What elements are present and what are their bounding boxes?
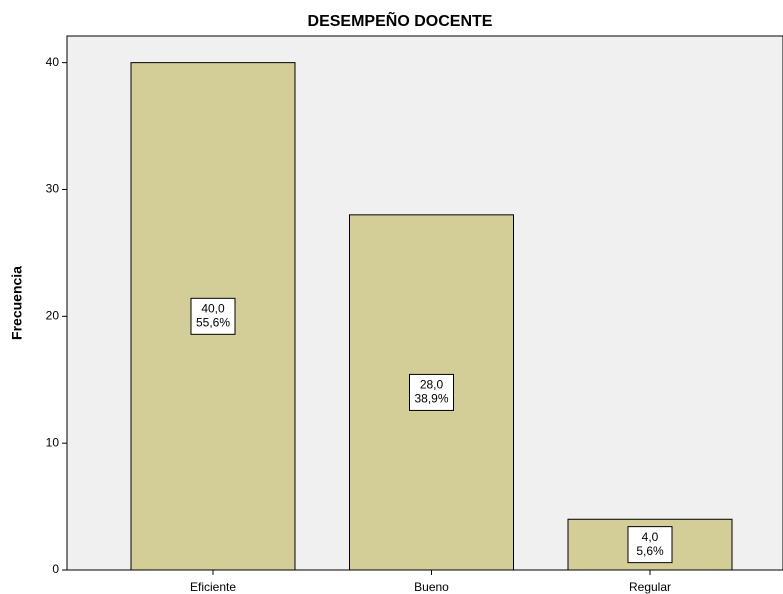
x-tick-label: Regular (629, 580, 671, 594)
percent-label: 5,6% (636, 544, 664, 558)
data-label-box (190, 297, 236, 335)
y-tick-label: 30 (46, 182, 60, 196)
chart-title: DESEMPEÑO DOCENTE (308, 10, 493, 30)
x-tick-label: Bueno (414, 580, 449, 594)
percent-label: 38,9% (414, 392, 448, 406)
data-label: 4,0 (642, 530, 659, 544)
y-axis-label: Frecuencia (9, 266, 25, 340)
data-label: 40,0 (201, 301, 225, 315)
data-label-box (409, 373, 454, 411)
percent-label: 55,6% (196, 315, 230, 329)
x-tick-label: Eficiente (190, 580, 236, 594)
y-tick-label: 0 (52, 562, 59, 576)
y-tick-label: 40 (46, 55, 60, 69)
data-label-box (627, 526, 673, 564)
y-tick-label: 10 (46, 435, 60, 449)
data-label: 28,0 (420, 378, 444, 392)
y-tick-label: 20 (46, 308, 60, 322)
